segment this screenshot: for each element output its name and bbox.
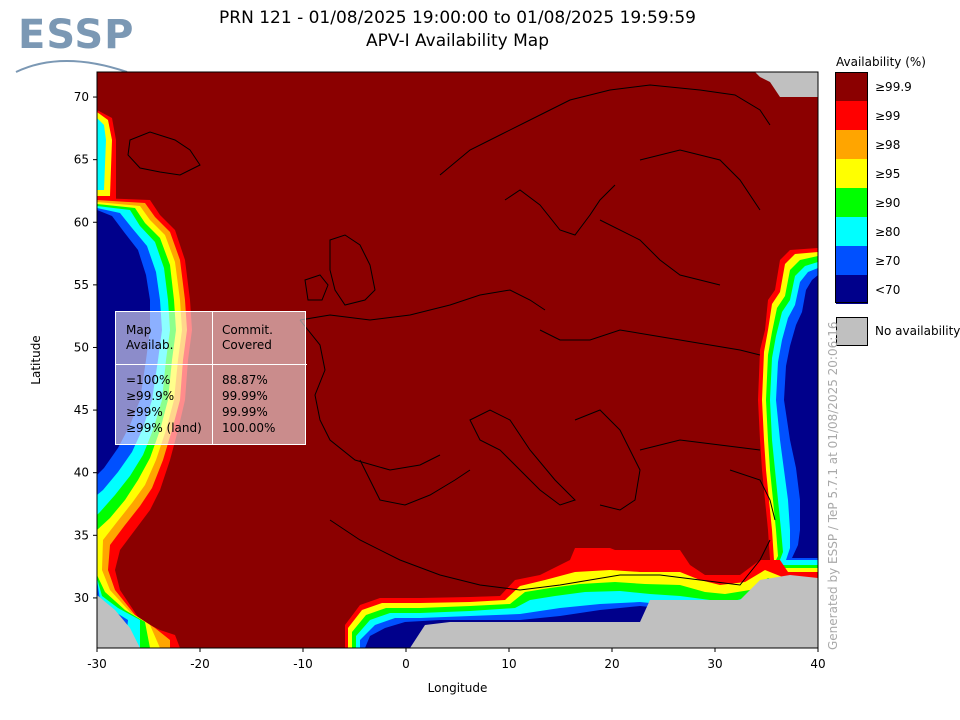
map-subtitle: APV-I Availability Map bbox=[365, 31, 549, 51]
y-tick-label: 60 bbox=[74, 215, 89, 229]
y-tick-label: 30 bbox=[74, 591, 89, 605]
no-availability-region-sw bbox=[97, 595, 140, 648]
stats-level: ≥99% bbox=[126, 405, 163, 419]
y-tick-label: 65 bbox=[74, 153, 89, 167]
stats-level-rows: =100% ≥99.9% ≥99% ≥99% (land) bbox=[126, 372, 202, 436]
coverage-stats-table: Map Availab. =100% ≥99.9% ≥99% ≥99% (lan… bbox=[115, 311, 307, 445]
legend-swatch bbox=[836, 217, 868, 246]
plot-frame bbox=[96, 71, 819, 649]
y-tick-label: 45 bbox=[74, 403, 89, 417]
legend-swatch bbox=[836, 188, 868, 217]
y-axis-ticks: 30 35 40 45 50 55 60 65 70 bbox=[74, 90, 97, 605]
stats-column-level: Map Availab. =100% ≥99.9% ≥99% ≥99% (lan… bbox=[116, 312, 213, 444]
legend-label: ≥98 bbox=[875, 138, 901, 152]
x-tick-label: 40 bbox=[810, 657, 825, 671]
x-tick-label: 10 bbox=[501, 657, 516, 671]
y-tick-label: 40 bbox=[74, 466, 89, 480]
legend-title: Availability (%) bbox=[836, 55, 926, 69]
legend-label: ≥80 bbox=[875, 225, 901, 239]
legend-swatch bbox=[836, 101, 868, 130]
x-tick-label: -10 bbox=[293, 657, 313, 671]
legend-swatch bbox=[836, 275, 868, 304]
map-title: PRN 121 - 01/08/2025 19:00:00 to 01/08/2… bbox=[219, 8, 696, 28]
legend-swatch-no-availability bbox=[836, 317, 868, 346]
coastlines bbox=[127, 84, 776, 591]
legend-swatch bbox=[836, 159, 868, 188]
legend-label: ≥99.9 bbox=[875, 80, 912, 94]
stats-covered: 100.00% bbox=[222, 421, 276, 435]
legend-label: <70 bbox=[875, 283, 901, 297]
stats-header-covered: Commit. Covered bbox=[212, 312, 307, 365]
stats-header-line: Map bbox=[126, 323, 152, 337]
x-tick-label: -20 bbox=[190, 657, 210, 671]
legend-label: ≥70 bbox=[875, 254, 901, 268]
stats-header-line: Covered bbox=[222, 338, 272, 352]
y-axis-label: Latitude bbox=[29, 335, 43, 385]
generated-by-note: Generated by ESSP / TeP 5.7.1 at 01/08/2… bbox=[826, 321, 840, 650]
legend-swatch bbox=[836, 246, 868, 275]
x-tick-label: -30 bbox=[87, 657, 107, 671]
x-axis-label: Longitude bbox=[427, 681, 488, 695]
no-availability-region-south bbox=[410, 575, 818, 648]
stats-level: ≥99.9% bbox=[126, 389, 175, 403]
stats-covered: 99.99% bbox=[222, 389, 268, 403]
x-axis-ticks: -30 -20 -10 0 10 20 30 40 bbox=[87, 648, 826, 671]
stats-header-level: Map Availab. bbox=[116, 312, 212, 365]
stats-header-line: Commit. bbox=[222, 323, 273, 337]
y-tick-label: 35 bbox=[74, 528, 89, 542]
availability-band-below-70-east bbox=[784, 275, 818, 558]
legend-swatch bbox=[836, 130, 868, 159]
y-tick-label: 55 bbox=[74, 278, 89, 292]
x-tick-label: 20 bbox=[604, 657, 619, 671]
stats-covered: 99.99% bbox=[222, 405, 268, 419]
x-tick-label: 30 bbox=[707, 657, 722, 671]
logo-text: ESSP bbox=[18, 12, 135, 58]
stats-covered-rows: 88.87% 99.99% 99.99% 100.00% bbox=[222, 372, 275, 436]
y-tick-label: 50 bbox=[74, 340, 89, 354]
legend-label: ≥99 bbox=[875, 109, 901, 123]
legend-swatch bbox=[836, 72, 868, 101]
essp-logo bbox=[12, 10, 142, 80]
stats-header-line: Availab. bbox=[126, 338, 174, 352]
availability-band-80-nw bbox=[97, 118, 106, 190]
legend-label: ≥95 bbox=[875, 167, 901, 181]
stats-column-covered: Commit. Covered 88.87% 99.99% 99.99% 100… bbox=[212, 312, 307, 444]
y-tick-label: 70 bbox=[74, 90, 89, 104]
no-availability-region-ne bbox=[755, 72, 818, 97]
x-tick-label: 0 bbox=[402, 657, 410, 671]
stats-level: =100% bbox=[126, 373, 171, 387]
stats-level: ≥99% (land) bbox=[126, 421, 202, 435]
stats-covered: 88.87% bbox=[222, 373, 268, 387]
legend-label-no-availability: No availability bbox=[875, 324, 960, 338]
legend-label: ≥90 bbox=[875, 196, 901, 210]
